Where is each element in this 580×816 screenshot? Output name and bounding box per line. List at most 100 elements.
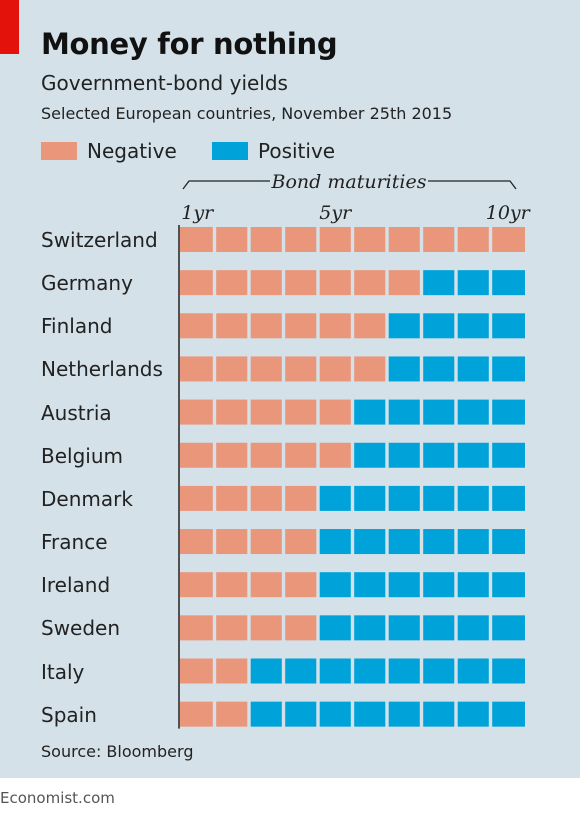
chart-subtitle: Government-bond yields — [41, 71, 288, 95]
x-tick-label: 10yr — [486, 202, 532, 224]
cell-positive — [492, 485, 525, 511]
cell-negative — [250, 270, 282, 296]
cell-positive — [457, 701, 489, 727]
cell-negative — [216, 572, 248, 598]
cell-negative — [180, 701, 213, 727]
cell-positive — [423, 356, 455, 382]
cell-negative — [250, 442, 282, 468]
cell-negative — [180, 658, 213, 684]
country-label: Belgium — [41, 443, 123, 468]
cell-negative — [180, 529, 213, 555]
cell-positive — [319, 485, 351, 511]
legend-item-positive: Positive — [212, 136, 335, 166]
cell-negative — [216, 658, 248, 684]
cell-positive — [319, 615, 351, 641]
cell-negative — [250, 356, 282, 382]
cell-negative — [319, 227, 351, 252]
cell-positive — [354, 485, 386, 511]
cell-positive — [388, 356, 420, 382]
cell-positive — [492, 399, 525, 425]
cell-negative — [250, 529, 282, 555]
cell-positive — [354, 701, 386, 727]
country-label: Netherlands — [41, 357, 163, 382]
cell-positive — [457, 485, 489, 511]
chart-title: Money for nothing — [41, 27, 338, 61]
cell-positive — [388, 399, 420, 425]
cell-negative — [285, 615, 317, 641]
country-label: Spain — [41, 702, 97, 727]
country-label: Switzerland — [41, 228, 158, 252]
cell-negative — [354, 227, 386, 252]
country-label: Italy — [41, 659, 85, 684]
cell-positive — [492, 572, 525, 598]
cell-positive — [285, 701, 317, 727]
cell-positive — [319, 701, 351, 727]
cell-positive — [457, 399, 489, 425]
brand-accent-bar — [0, 0, 19, 54]
cell-positive — [388, 658, 420, 684]
cell-negative — [180, 270, 213, 296]
cell-positive — [457, 572, 489, 598]
cell-negative — [216, 701, 248, 727]
cell-positive — [354, 658, 386, 684]
cell-negative — [180, 572, 213, 598]
cell-negative — [285, 356, 317, 382]
cell-positive — [388, 529, 420, 555]
cell-negative — [285, 529, 317, 555]
cell-negative — [180, 227, 213, 252]
cell-positive — [492, 442, 525, 468]
x-axis-label: Bond maturities — [271, 171, 427, 193]
cell-positive — [354, 442, 386, 468]
cell-negative — [319, 442, 351, 468]
cell-positive — [319, 572, 351, 598]
cell-negative — [285, 270, 317, 296]
cell-positive — [492, 313, 525, 339]
cell-negative — [250, 313, 282, 339]
cell-positive — [423, 313, 455, 339]
cell-negative — [354, 270, 386, 296]
cell-negative — [250, 227, 282, 252]
cell-positive — [492, 529, 525, 555]
cell-positive — [457, 658, 489, 684]
cell-positive — [285, 658, 317, 684]
country-label: Sweden — [41, 616, 121, 641]
cell-negative — [354, 356, 386, 382]
cell-positive — [423, 270, 455, 296]
cell-positive — [492, 615, 525, 641]
cell-positive — [354, 615, 386, 641]
cell-positive — [457, 313, 489, 339]
cell-positive — [354, 572, 386, 598]
chart-note: Selected European countries, November 25… — [41, 104, 453, 123]
cell-negative — [216, 270, 248, 296]
cell-positive — [492, 658, 525, 684]
country-label: Austria — [41, 400, 112, 425]
footer-credit: Economist.com — [0, 789, 115, 807]
cell-positive — [423, 485, 455, 511]
country-label: France — [41, 530, 108, 555]
cell-negative — [180, 442, 213, 468]
legend-label-positive: Positive — [258, 139, 336, 163]
cell-positive — [457, 615, 489, 641]
axis-bracket-left — [182, 180, 270, 190]
cell-positive — [250, 701, 282, 727]
legend-swatch-negative — [41, 142, 77, 160]
x-tick-label: 1yr — [181, 202, 215, 224]
cell-negative — [388, 270, 420, 296]
cell-positive — [388, 485, 420, 511]
cell-positive — [423, 615, 455, 641]
cell-negative — [216, 442, 248, 468]
country-label: Finland — [41, 314, 113, 339]
cell-negative — [285, 442, 317, 468]
maturity-grid-chart: Bond maturities 1yr 5yr 10yr — [178, 171, 532, 729]
cell-negative — [457, 227, 489, 252]
cell-positive — [388, 572, 420, 598]
cell-negative — [216, 399, 248, 425]
cell-negative — [388, 227, 420, 252]
cell-positive — [388, 615, 420, 641]
cell-negative — [250, 615, 282, 641]
cell-negative — [180, 615, 213, 641]
legend-swatch-positive — [212, 142, 248, 160]
cell-positive — [457, 356, 489, 382]
cell-negative — [180, 313, 213, 339]
country-label: Germany — [41, 271, 133, 296]
